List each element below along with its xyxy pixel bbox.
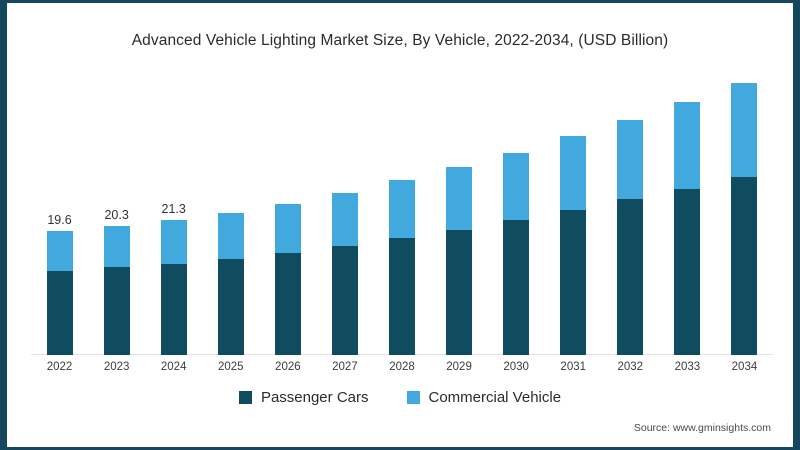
x-tick-label: 2034 (731, 361, 758, 373)
bar-segment-commercial-vehicle[interactable] (389, 180, 415, 239)
bar-segment-passenger-cars[interactable] (274, 253, 301, 355)
frame-border-right (793, 0, 800, 450)
bar-value-label: 20.3 (104, 208, 129, 223)
chart-legend: Passenger Cars Commercial Vehicle (7, 389, 793, 406)
bar-group[interactable] (503, 152, 530, 355)
x-tick-label: 2029 (446, 361, 472, 373)
frame-border-bottom (0, 447, 800, 450)
chart-inner: Advanced Vehicle Lighting Market Size, B… (7, 3, 793, 447)
bar-group[interactable]: 21.3 (160, 202, 187, 355)
bar-segment-passenger-cars[interactable] (560, 209, 587, 355)
bar-group[interactable]: 19.6 (46, 213, 73, 355)
legend-label-passenger-cars: Passenger Cars (260, 389, 369, 406)
bar-group[interactable]: 20.3 (103, 208, 130, 355)
bar-value-label: 21.3 (161, 201, 186, 216)
frame-border-left (0, 0, 7, 450)
bar-segment-passenger-cars[interactable] (731, 177, 758, 355)
bar-segment-passenger-cars[interactable] (446, 229, 473, 355)
bar-segment-commercial-vehicle[interactable] (46, 230, 73, 271)
bar-segment-commercial-vehicle[interactable] (674, 102, 701, 189)
bar-segment-commercial-vehicle[interactable] (503, 152, 530, 221)
x-tick-label: 2023 (103, 361, 130, 373)
bar-segment-commercial-vehicle[interactable] (617, 120, 644, 200)
bar-segment-commercial-vehicle[interactable] (560, 136, 587, 210)
legend-swatch-passenger-cars (238, 391, 252, 404)
bar-group[interactable] (274, 203, 301, 355)
x-tick-label: 2032 (617, 361, 644, 373)
x-axis-tick-labels: 2022 2023 2024 2025 2026 2027 2028 2029 2030 2031… (31, 361, 773, 381)
bar-group[interactable] (617, 120, 644, 355)
x-tick-label: 2033 (674, 361, 701, 373)
bar-segment-passenger-cars[interactable] (46, 270, 73, 355)
bar-segment-passenger-cars[interactable] (160, 263, 187, 355)
x-tick-label: 2025 (217, 361, 244, 373)
bar-group[interactable] (217, 212, 244, 355)
source-attribution: Source: www.gminsights.com (633, 422, 771, 434)
x-tick-label: 2022 (46, 361, 73, 373)
bar-segment-passenger-cars[interactable] (674, 188, 701, 355)
x-tick-label: 2026 (275, 361, 301, 373)
x-tick-label: 2027 (332, 361, 358, 373)
bar-group[interactable] (674, 102, 701, 355)
bar-group[interactable] (446, 167, 473, 355)
bar-segment-passenger-cars[interactable] (389, 238, 415, 355)
bar-value-label: 19.6 (47, 212, 72, 227)
legend-item-passenger-cars[interactable]: Passenger Cars (238, 389, 369, 406)
bar-segment-passenger-cars[interactable] (617, 199, 644, 355)
bar-segment-commercial-vehicle[interactable] (274, 203, 301, 254)
bar-segment-commercial-vehicle[interactable] (103, 226, 130, 268)
x-tick-label: 2024 (160, 361, 187, 373)
bar-segment-passenger-cars[interactable] (503, 220, 530, 355)
bar-segment-passenger-cars[interactable] (103, 267, 130, 355)
bar-group[interactable] (731, 83, 758, 355)
bar-segment-passenger-cars[interactable] (331, 246, 358, 355)
bar-segment-passenger-cars[interactable] (217, 259, 244, 355)
legend-label-commercial-vehicle: Commercial Vehicle (428, 389, 562, 406)
frame-border-top (0, 0, 800, 3)
bar-group[interactable] (331, 193, 358, 355)
bar-segment-commercial-vehicle[interactable] (217, 212, 244, 260)
bar-group[interactable] (389, 180, 415, 355)
plot-area: 19.6 20.3 21.3 (31, 63, 773, 355)
legend-swatch-commercial-vehicle (406, 391, 420, 404)
chart-title: Advanced Vehicle Lighting Market Size, B… (131, 32, 669, 49)
bar-segment-commercial-vehicle[interactable] (731, 83, 758, 178)
bar-segment-commercial-vehicle[interactable] (160, 219, 187, 264)
x-tick-label: 2031 (560, 361, 587, 373)
bar-segment-commercial-vehicle[interactable] (446, 167, 473, 230)
bar-segment-commercial-vehicle[interactable] (331, 193, 358, 247)
x-tick-label: 2030 (503, 361, 529, 373)
x-tick-label: 2028 (389, 361, 415, 373)
legend-item-commercial-vehicle[interactable]: Commercial Vehicle (406, 389, 562, 406)
bar-group[interactable] (560, 136, 587, 355)
